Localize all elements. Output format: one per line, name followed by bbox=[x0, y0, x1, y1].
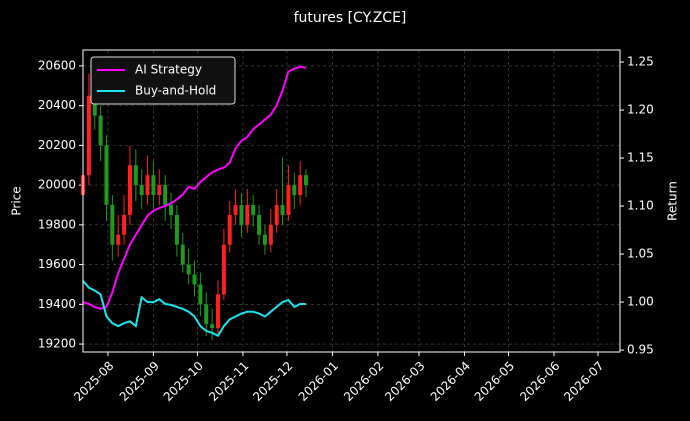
x-tick-label: 2026-04 bbox=[428, 359, 473, 404]
candle-body bbox=[298, 175, 303, 196]
candle-body bbox=[274, 204, 279, 225]
candle-body bbox=[251, 204, 256, 215]
candle-body bbox=[116, 234, 121, 245]
candle-body bbox=[174, 214, 179, 245]
candle-body bbox=[169, 204, 174, 215]
candle-body bbox=[133, 165, 138, 186]
legend-label: AI Strategy bbox=[135, 63, 202, 77]
candle-body bbox=[98, 115, 103, 146]
candle-body bbox=[204, 304, 209, 325]
candle-body bbox=[227, 214, 232, 245]
y2-tick-label: 1.15 bbox=[627, 151, 654, 165]
legend-box bbox=[90, 56, 236, 105]
y-tick-label: 19800 bbox=[38, 217, 76, 231]
y-tick-label: 19600 bbox=[38, 257, 76, 271]
y2-tick-label: 1.20 bbox=[627, 103, 654, 117]
y-axis-label: Price bbox=[10, 186, 24, 215]
candle-body bbox=[304, 175, 309, 186]
candle-body bbox=[262, 234, 267, 245]
candle-body bbox=[280, 204, 285, 215]
legend-label: Buy-and-Hold bbox=[135, 84, 216, 98]
candle-body bbox=[180, 244, 185, 265]
y2-axis-label: Return bbox=[666, 181, 680, 221]
candle-body bbox=[92, 95, 97, 116]
x-tick-label: 2026-06 bbox=[517, 359, 562, 404]
x-tick-label: 2025-10 bbox=[161, 359, 206, 404]
y-tick-label: 20600 bbox=[38, 58, 76, 72]
candle-body bbox=[186, 264, 191, 275]
x-tick-label: 2025-09 bbox=[117, 359, 162, 404]
series-line bbox=[82, 280, 306, 337]
candle-body bbox=[104, 145, 109, 205]
candle-body bbox=[145, 175, 150, 196]
x-tick-label: 2026-07 bbox=[561, 359, 606, 404]
candle-body bbox=[210, 324, 215, 329]
y-tick-label: 19400 bbox=[38, 297, 76, 311]
candle-body bbox=[286, 185, 291, 215]
x-tick-label: 2026-01 bbox=[296, 359, 341, 404]
chart-title: futures [CY.ZCE] bbox=[294, 10, 407, 26]
candle-body bbox=[139, 185, 144, 196]
x-tick-label: 2026-03 bbox=[382, 359, 427, 404]
candle-body bbox=[233, 204, 238, 215]
candle-body bbox=[163, 185, 168, 205]
candle-body bbox=[221, 244, 226, 295]
y-tick-label: 20400 bbox=[38, 98, 76, 112]
y2-tick-label: 1.25 bbox=[627, 55, 654, 69]
y-tick-label: 20200 bbox=[38, 138, 76, 152]
candle-body bbox=[239, 204, 244, 225]
candle-body bbox=[127, 165, 132, 215]
candle-body bbox=[110, 204, 115, 245]
candle-body bbox=[192, 274, 197, 285]
candle-body bbox=[257, 214, 262, 235]
candle-body bbox=[157, 185, 162, 196]
candle-body bbox=[151, 175, 156, 196]
y-tick-label: 20000 bbox=[38, 178, 76, 192]
y2-tick-label: 1.00 bbox=[627, 295, 654, 309]
candle-body bbox=[268, 224, 273, 245]
candle-body bbox=[292, 185, 297, 196]
candle-body bbox=[215, 294, 220, 329]
candle-body bbox=[245, 204, 250, 225]
y2-tick-label: 1.05 bbox=[627, 247, 654, 261]
x-tick-label: 2026-05 bbox=[472, 359, 517, 404]
y2-tick-label: 1.10 bbox=[627, 199, 654, 213]
x-tick-label: 2025-12 bbox=[250, 359, 295, 404]
candle-body bbox=[122, 214, 127, 235]
candle-body bbox=[86, 95, 91, 176]
series-line bbox=[82, 65, 307, 310]
plot-frame bbox=[82, 49, 621, 353]
candle-body bbox=[198, 284, 203, 305]
x-tick-label: 2025-08 bbox=[71, 359, 116, 404]
y2-tick-label: 0.95 bbox=[627, 343, 654, 357]
x-tick-label: 2026-02 bbox=[341, 359, 386, 404]
y-tick-label: 19200 bbox=[38, 337, 76, 351]
x-tick-label: 2025-11 bbox=[206, 359, 251, 404]
